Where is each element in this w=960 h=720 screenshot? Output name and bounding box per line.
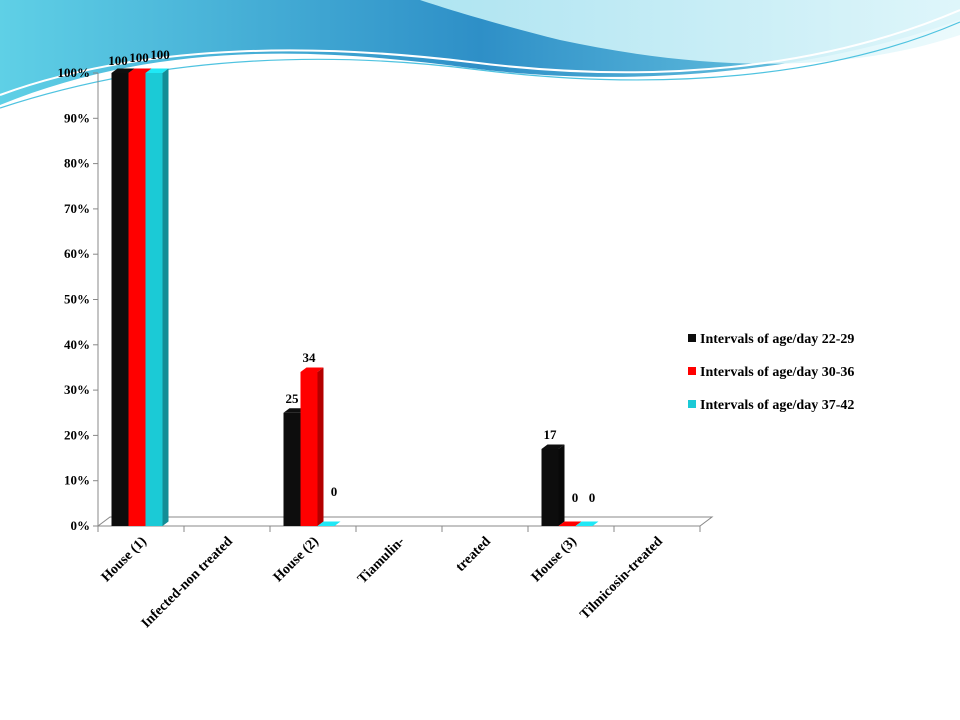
legend-swatch bbox=[688, 334, 696, 342]
legend-label: Intervals of age/day 37-42 bbox=[700, 398, 854, 413]
header-wave-decoration bbox=[0, 0, 960, 109]
bar-front bbox=[128, 73, 146, 526]
data-label: 17 bbox=[544, 427, 558, 442]
bar-side bbox=[317, 367, 324, 526]
x-category-label: Infected-non treated bbox=[139, 534, 236, 631]
bar-front bbox=[145, 73, 163, 526]
y-tick-label: 30% bbox=[64, 382, 90, 397]
y-tick-label: 60% bbox=[64, 246, 90, 261]
data-label: 0 bbox=[572, 490, 579, 505]
bar bbox=[541, 444, 565, 526]
y-tick-label: 20% bbox=[64, 427, 90, 442]
legend-swatch bbox=[688, 367, 696, 375]
bar-top bbox=[541, 444, 565, 449]
x-category-label: Tilmicosin-treated bbox=[577, 534, 665, 622]
y-tick-label: 0% bbox=[71, 518, 91, 533]
y-tick-label: 50% bbox=[64, 292, 90, 307]
y-tick-label: 100% bbox=[58, 65, 91, 80]
data-label: 100 bbox=[129, 50, 149, 65]
legend-label: Intervals of age/day 22-29 bbox=[700, 332, 854, 347]
bar-side bbox=[558, 444, 565, 526]
bar-top bbox=[145, 68, 169, 73]
x-category-label: House (3) bbox=[529, 534, 580, 585]
bar-chart: 0% 10% 20% 30% 40% 50% 60% 70% 80% 90% 100% House (… bbox=[58, 47, 855, 631]
x-category-label: Tiamulin- bbox=[355, 534, 408, 587]
bar-top bbox=[111, 68, 135, 73]
y-tick-label: 40% bbox=[64, 337, 90, 352]
x-category-label: treated bbox=[453, 534, 494, 575]
bar bbox=[575, 521, 599, 526]
bar bbox=[300, 367, 324, 526]
bar-top bbox=[317, 521, 341, 526]
data-label: 0 bbox=[589, 490, 596, 505]
bar bbox=[558, 521, 582, 526]
data-label: 25 bbox=[286, 391, 300, 406]
bar-front bbox=[541, 448, 559, 526]
bar-top bbox=[128, 68, 152, 73]
x-category-label: House (2) bbox=[271, 534, 322, 585]
data-label: 100 bbox=[150, 47, 170, 62]
bar bbox=[145, 68, 169, 526]
bar-side bbox=[162, 68, 169, 526]
data-label: 100 bbox=[108, 53, 128, 68]
y-tick-label: 90% bbox=[64, 110, 90, 125]
legend-label: Intervals of age/day 30-36 bbox=[700, 365, 854, 380]
bar-front bbox=[283, 412, 301, 526]
bar-top bbox=[575, 521, 599, 526]
y-tick-label: 10% bbox=[64, 473, 90, 488]
bar-top bbox=[558, 521, 582, 526]
data-label: 34 bbox=[303, 350, 317, 365]
chart-floor bbox=[96, 516, 714, 527]
y-tick-label: 80% bbox=[64, 156, 90, 171]
bar-front bbox=[300, 371, 318, 526]
x-category-label: House (1) bbox=[99, 534, 150, 585]
y-tick-label: 70% bbox=[64, 201, 90, 216]
bar bbox=[317, 521, 341, 526]
legend-swatch bbox=[688, 400, 696, 408]
bar-front bbox=[111, 73, 129, 526]
bar-top bbox=[300, 367, 324, 372]
data-label: 0 bbox=[331, 484, 338, 499]
